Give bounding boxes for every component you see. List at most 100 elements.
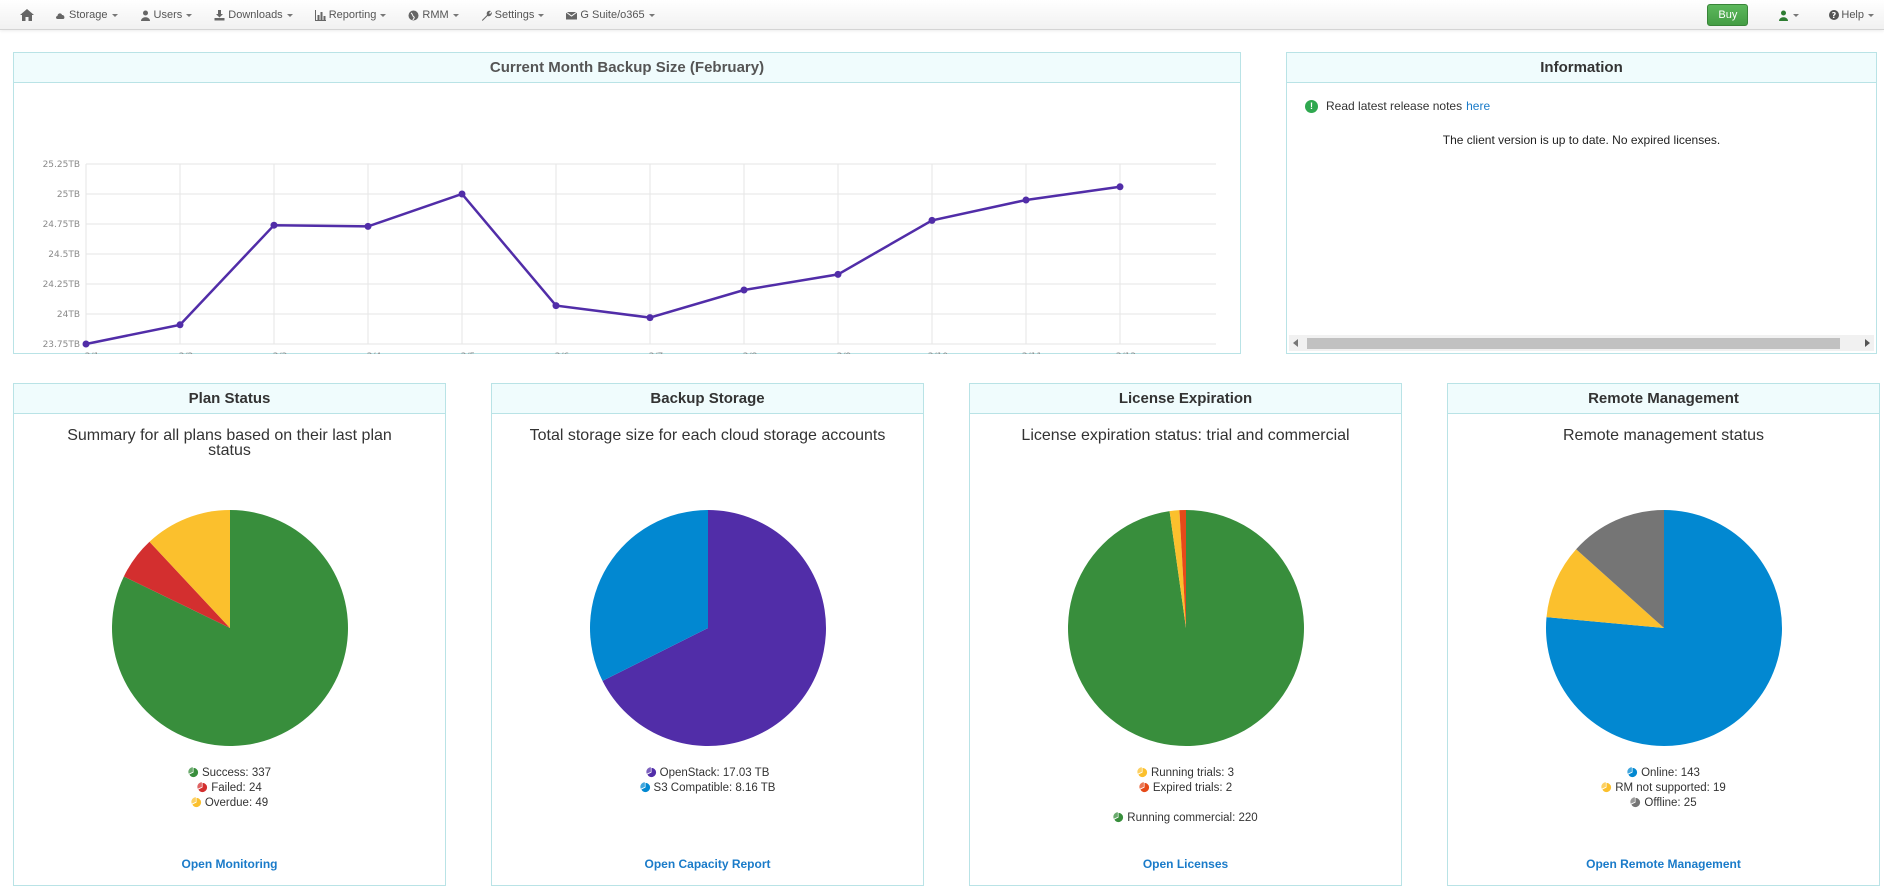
license-expiration-pie-chart	[1068, 510, 1304, 746]
pie-slice[interactable]	[590, 510, 708, 681]
x-tick-label: 2/3	[273, 352, 287, 354]
backup-size-title: Current Month Backup Size (February)	[14, 53, 1240, 83]
plan-status-title: Plan Status	[14, 384, 445, 414]
y-tick-label: 25TB	[57, 190, 80, 200]
open-licenses-link[interactable]: Open Licenses	[1142, 857, 1229, 871]
x-tick-label: 2/8	[743, 352, 758, 354]
globe-icon	[408, 10, 419, 21]
envelope-icon	[566, 10, 578, 21]
top-navbar: Storage Users Downloads Reporting RMM Se…	[0, 0, 1884, 30]
y-tick-label: 24.5TB	[48, 250, 80, 260]
pie-slice[interactable]	[1546, 549, 1664, 628]
nav-gsuite[interactable]: G Suite/o365	[555, 0, 665, 30]
data-point[interactable]	[1116, 183, 1124, 191]
data-point[interactable]	[270, 221, 278, 229]
help-menu-button[interactable]: ? Help	[1823, 9, 1880, 21]
series-line	[85, 185, 1121, 346]
chevron-down-icon	[186, 14, 193, 17]
pie-slice[interactable]	[1169, 510, 1186, 628]
svg-text:?: ?	[1832, 11, 1837, 20]
legend-s3-text: S3 Compatible: 8.16 TB	[653, 781, 776, 794]
home-icon	[20, 9, 34, 21]
legend-running-trials: Running trials: 3	[970, 765, 1401, 780]
pie-slice[interactable]	[1576, 510, 1664, 628]
buy-button[interactable]: Buy	[1707, 4, 1749, 26]
legend-expired-trials-text: Expired trials: 2	[1152, 781, 1233, 794]
pie-chart-icon	[197, 782, 208, 793]
remote-management-legend: Online: 143 RM not supported: 19 Offline…	[1448, 765, 1879, 810]
nav-reporting-label: Reporting	[328, 9, 377, 21]
x-tick-label: 2/6	[555, 352, 570, 354]
scroll-left-icon[interactable]	[1293, 339, 1298, 347]
legend-s3: S3 Compatible: 8.16 TB	[492, 780, 923, 795]
help-label: Help	[1841, 9, 1864, 21]
data-point[interactable]	[834, 270, 842, 278]
backup-size-line-chart: 25.25TB 25TB 24.75TB 24.5TB 24.25TB 24TB 23.75…	[43, 160, 1216, 354]
nav-rmm[interactable]: RMM	[397, 0, 469, 30]
pie-slice[interactable]	[602, 510, 826, 746]
license-expiration-legend: Running trials: 3 Expired trials: 2 Runn…	[970, 765, 1401, 825]
pie-chart-icon	[645, 767, 656, 778]
nav-menu: Storage Users Downloads Reporting RMM Se…	[10, 0, 666, 30]
x-tick-label: 2/9	[837, 352, 852, 354]
license-expiration-card: License Expiration License expiration st…	[969, 383, 1402, 886]
open-monitoring-link[interactable]: Open Monitoring	[181, 857, 278, 871]
scrollbar-thumb[interactable]	[1307, 338, 1840, 349]
x-tick-label: 2/12	[1116, 352, 1136, 354]
question-icon: ?	[1829, 10, 1840, 20]
data-point[interactable]	[928, 216, 936, 224]
information-title: Information	[1287, 53, 1876, 83]
pie-slice[interactable]	[123, 541, 230, 628]
pie-slice[interactable]	[149, 510, 230, 628]
backup-storage-title: Backup Storage	[492, 384, 923, 414]
data-point[interactable]	[458, 190, 466, 198]
pie-chart-icon	[1113, 812, 1124, 823]
data-point[interactable]	[1022, 196, 1030, 204]
y-tick-label: 24TB	[57, 310, 80, 320]
chevron-down-icon	[286, 14, 293, 17]
release-notes-link[interactable]: here	[1466, 99, 1491, 113]
y-tick-label: 24.25TB	[43, 280, 80, 290]
y-tick-label: 24.75TB	[43, 220, 80, 230]
nav-downloads[interactable]: Downloads	[203, 0, 303, 30]
plan-status-pie-chart	[111, 510, 348, 746]
pie-chart-icon	[1139, 782, 1149, 793]
nav-users[interactable]: Users	[129, 0, 204, 30]
cloud-icon	[55, 10, 66, 21]
backup-storage-subtitle: Total storage size for each cloud storag…	[529, 427, 886, 444]
pie-chart-icon	[1627, 767, 1638, 778]
legend-rm-not-supported-text: RM not supported: 19	[1615, 781, 1726, 794]
nav-gsuite-label: G Suite/o365	[580, 9, 645, 21]
chevron-down-icon	[111, 14, 118, 17]
license-expiration-title: License Expiration	[970, 384, 1401, 414]
release-notes-text: Read latest release notes	[1326, 99, 1463, 113]
horizontal-scrollbar[interactable]	[1289, 335, 1874, 351]
user-menu-button[interactable]	[1772, 10, 1805, 21]
legend-offline: Offline: 25	[1448, 795, 1879, 810]
open-capacity-report-link[interactable]: Open Capacity Report	[644, 857, 771, 871]
open-remote-management-link[interactable]: Open Remote Management	[1586, 857, 1741, 871]
home-button[interactable]	[10, 0, 44, 30]
nav-downloads-label: Downloads	[228, 9, 283, 21]
legend-failed: Failed: 24	[14, 780, 445, 795]
nav-users-label: Users	[153, 9, 183, 21]
information-panel: Information ! Read latest release notes …	[1286, 52, 1877, 354]
data-point[interactable]	[646, 314, 654, 322]
data-point[interactable]	[364, 222, 372, 230]
legend-running-commercial-text: Running commercial: 220	[1127, 811, 1258, 824]
nav-storage[interactable]: Storage	[44, 0, 129, 30]
legend-success-text: Success: 337	[201, 766, 272, 779]
data-point[interactable]	[740, 286, 748, 294]
nav-settings[interactable]: Settings	[470, 0, 556, 30]
nav-reporting[interactable]: Reporting	[304, 0, 398, 30]
data-point[interactable]	[552, 302, 560, 310]
pie-slice[interactable]	[111, 510, 348, 746]
legend-openstack: OpenStack: 17.03 TB	[492, 765, 923, 780]
data-point[interactable]	[82, 340, 90, 348]
backup-storage-pie-chart	[590, 510, 826, 746]
user-icon	[140, 10, 151, 21]
scroll-right-icon[interactable]	[1865, 339, 1870, 347]
data-point[interactable]	[176, 321, 184, 329]
nav-rmm-label: RMM	[422, 9, 449, 21]
pie-slice[interactable]	[1179, 510, 1186, 628]
